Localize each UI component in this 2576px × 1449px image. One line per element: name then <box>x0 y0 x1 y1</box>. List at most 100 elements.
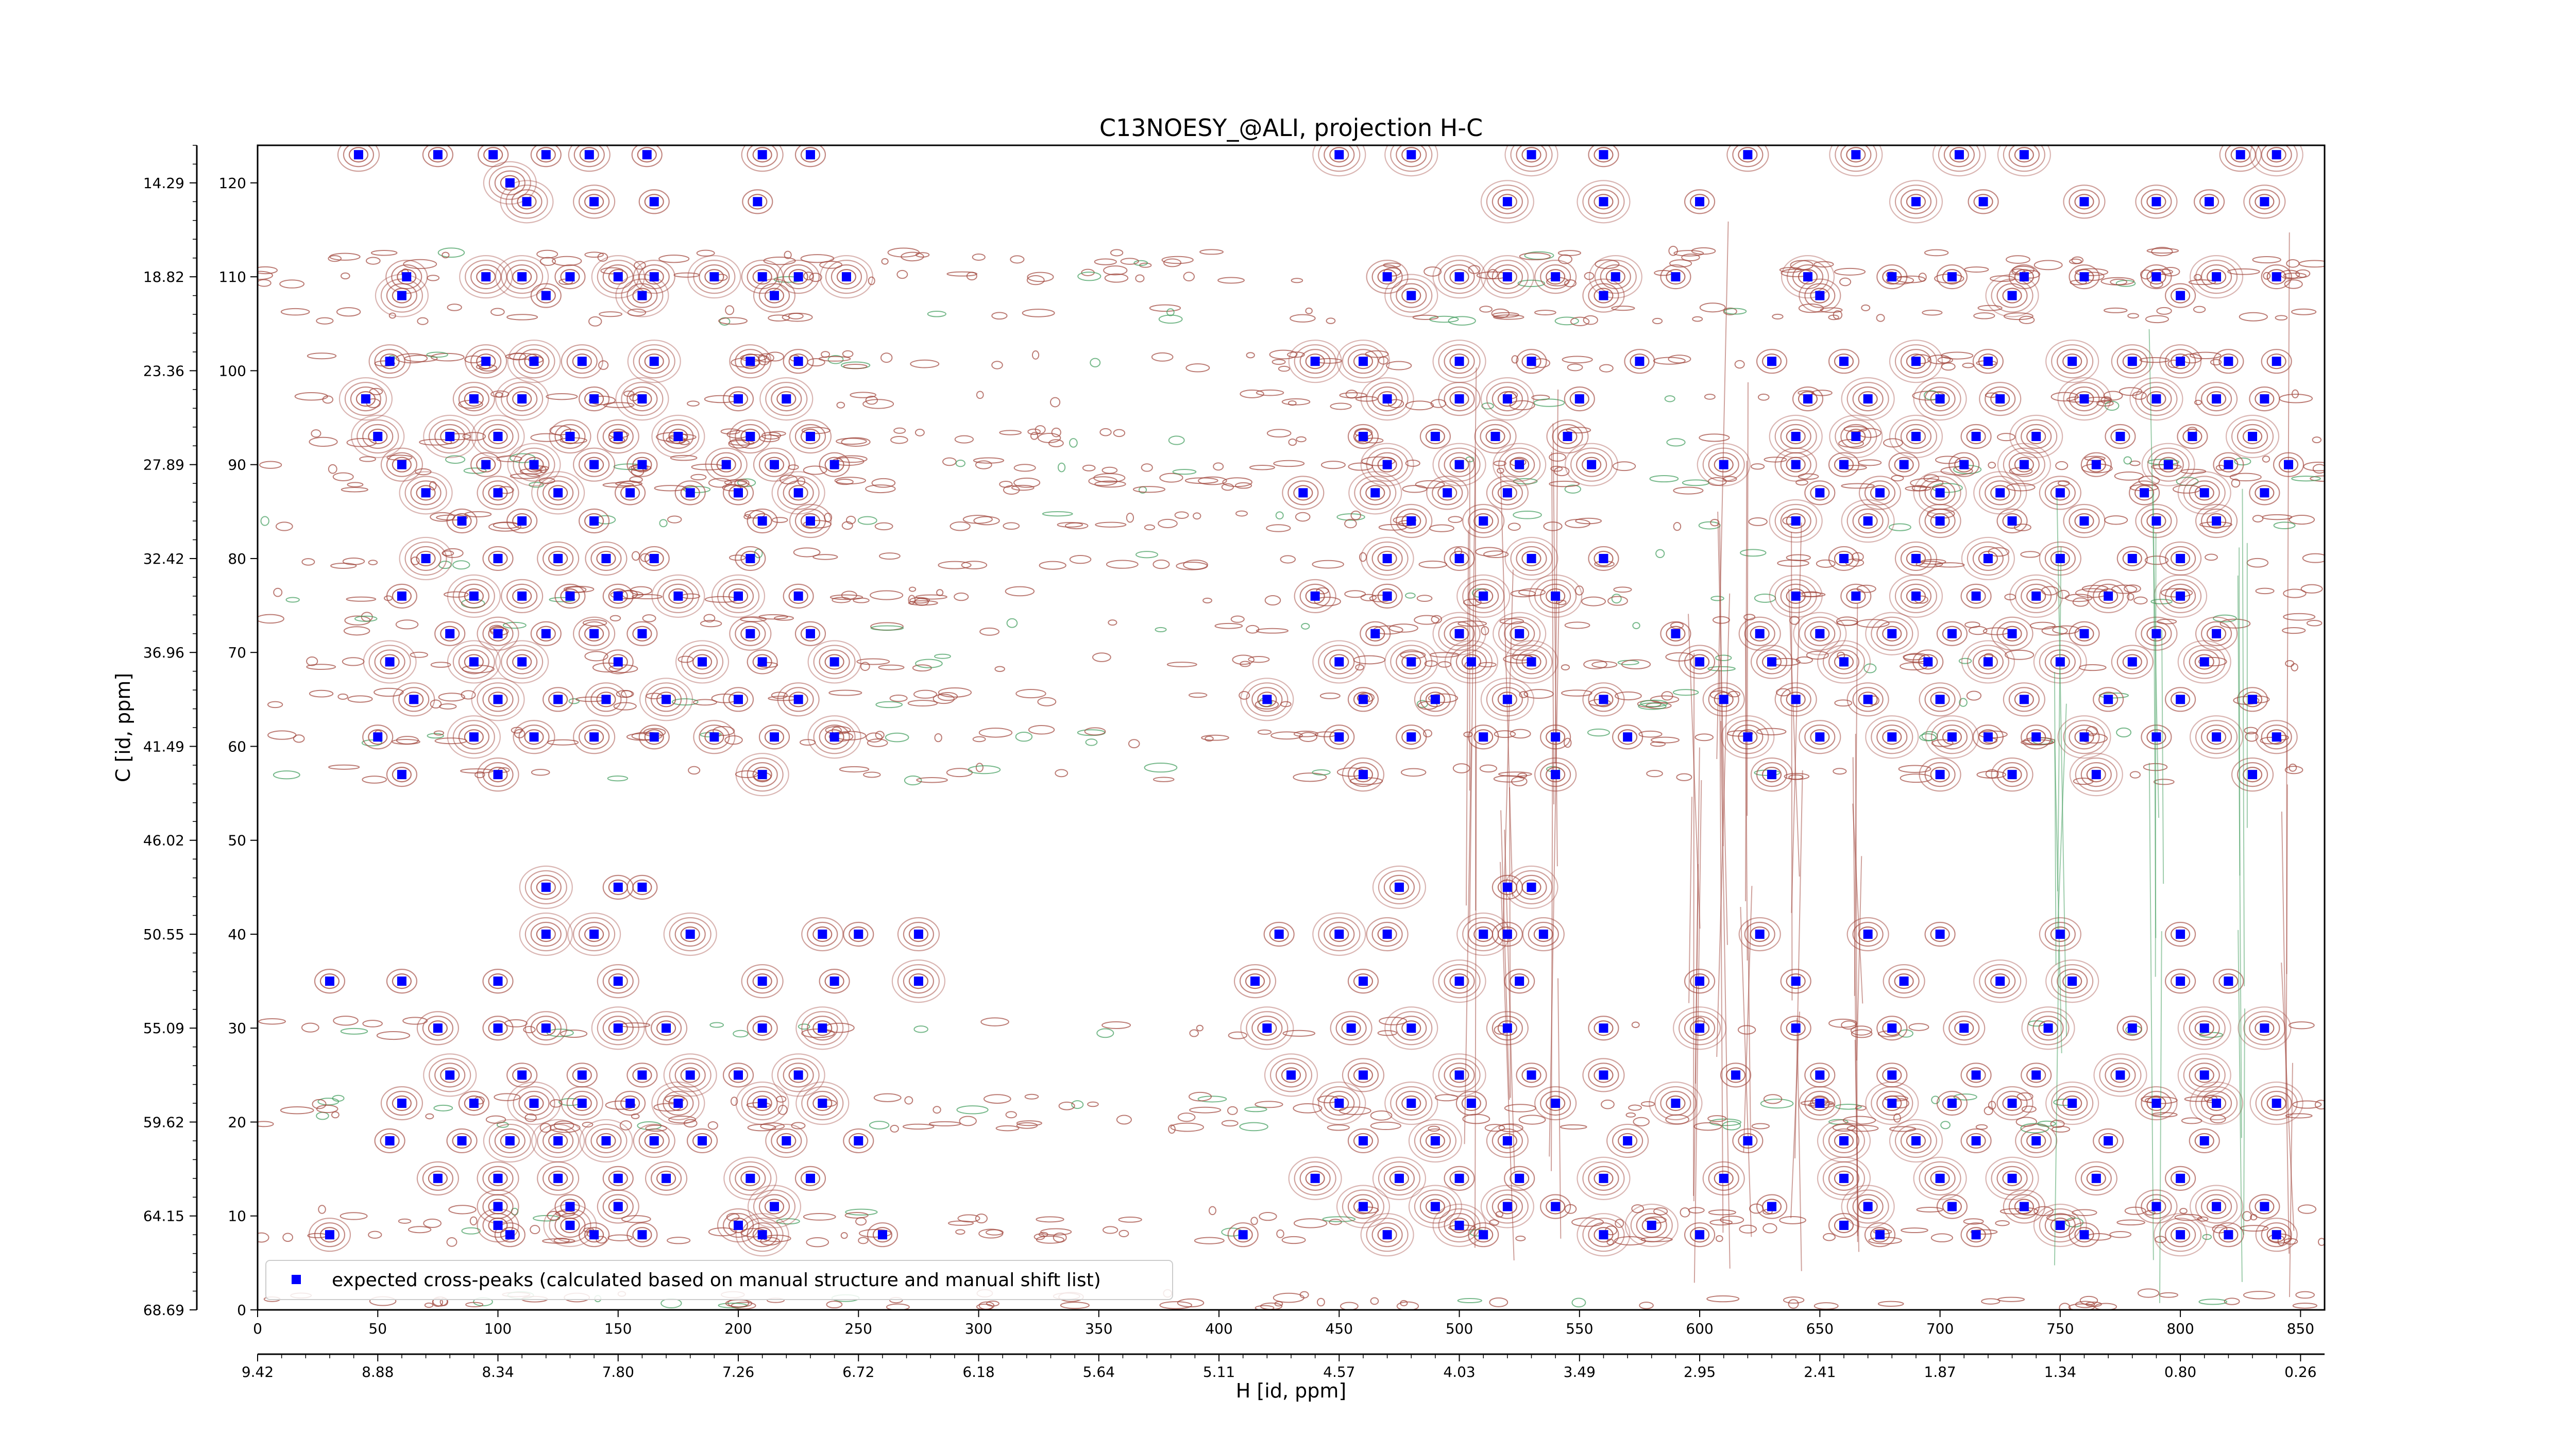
cross-peak-point <box>493 1220 503 1230</box>
contour-streak <box>1638 730 1663 738</box>
contour-ring <box>2164 583 2196 609</box>
contour-streak <box>667 515 682 524</box>
contour-ring <box>380 278 423 313</box>
contour-ring <box>1919 1161 1961 1195</box>
contour-ring <box>1486 260 1529 294</box>
x-index-tick-label: 650 <box>1806 1320 1834 1337</box>
contour-ring <box>483 161 537 205</box>
contour-ring <box>368 344 411 379</box>
contour-ring <box>337 145 380 172</box>
contour-ring <box>1799 616 1841 651</box>
cross-peak-point <box>2104 1136 2113 1145</box>
contour-streak <box>1163 258 1182 267</box>
cross-peak-point <box>1454 272 1464 282</box>
contour-ring <box>903 921 935 947</box>
contour-streak <box>1709 1118 1742 1126</box>
cross-peak-point <box>2055 553 2065 563</box>
contour-streak <box>791 1122 806 1130</box>
contour-ring <box>621 381 664 416</box>
contour-ring <box>1990 485 2010 501</box>
contour-ring <box>2057 968 2088 994</box>
contour-ring <box>1750 626 1770 642</box>
contour-ring <box>735 546 766 571</box>
contour-ring <box>1605 269 1625 285</box>
contour-ring <box>1846 147 1866 163</box>
contour-ring <box>1799 720 1841 754</box>
cross-peak-point <box>1358 1202 1368 1211</box>
contour-ring <box>1924 762 1956 787</box>
contour-streak <box>1615 1219 1624 1228</box>
contour-ring <box>711 574 766 618</box>
contour-streak <box>1517 279 1546 288</box>
contour-streak <box>430 662 451 668</box>
contour-ring <box>1882 626 1902 642</box>
cross-peak-point <box>2272 150 2281 160</box>
contour-streak <box>1222 477 1252 487</box>
cross-peak-point <box>1454 1220 1464 1230</box>
cross-peak-point <box>2199 1023 2209 1033</box>
cross-peak-point <box>2127 553 2137 563</box>
cross-peak-point <box>493 1023 503 1033</box>
contour-ring <box>1438 447 1481 482</box>
contour-ring <box>568 145 611 172</box>
contour-ring <box>488 485 508 501</box>
contour-ring <box>482 480 514 506</box>
contour-ring <box>1870 1227 1890 1243</box>
contour-streak <box>506 314 538 321</box>
contour-ring <box>458 649 489 675</box>
contour-streak <box>909 597 930 604</box>
contour-ring <box>554 424 586 449</box>
contour-ring <box>506 649 538 675</box>
contour-streak <box>1414 615 1440 625</box>
contour-ring <box>573 917 616 952</box>
contour-ring <box>1534 1086 1577 1121</box>
contour-ring <box>1786 692 1806 707</box>
contour-ring <box>2243 184 2286 219</box>
cross-peak-point <box>1490 432 1500 441</box>
contour-ring <box>2003 682 2045 717</box>
contour-streak <box>2286 259 2300 268</box>
contour-ring <box>656 1020 676 1036</box>
contour-ring <box>524 1095 544 1111</box>
contour-ring <box>1967 645 2009 679</box>
contour-streak <box>1296 436 1307 443</box>
x-index-tick-label: 250 <box>845 1320 872 1337</box>
cross-peak-point <box>673 591 683 601</box>
contour-ring <box>740 353 760 369</box>
cross-peak-point <box>2176 357 2185 366</box>
y-index-tick-label: 0 <box>237 1302 246 1319</box>
contour-streak <box>630 586 653 595</box>
contour-ring <box>626 386 658 412</box>
contour-ring <box>560 1217 580 1234</box>
contour-ring <box>753 1189 796 1224</box>
contour-ring <box>614 1090 646 1116</box>
contour-ring <box>1401 1095 1421 1111</box>
contour-ring <box>482 424 514 449</box>
contour-ring <box>579 1119 633 1163</box>
contour-ring <box>1516 145 1547 167</box>
contour-streak <box>1428 1125 1440 1132</box>
contour-streak <box>658 255 690 263</box>
contour-ring <box>1371 583 1403 609</box>
contour-ring <box>626 1222 658 1248</box>
contour-ring <box>626 874 658 900</box>
contour-streak <box>868 276 875 285</box>
contour-ring <box>2158 457 2178 473</box>
cross-peak-point <box>1286 1070 1296 1080</box>
cross-peak-point <box>385 357 395 366</box>
contour-ring <box>1666 1095 1686 1111</box>
cross-peak-point <box>745 1173 755 1183</box>
contour-ring <box>2099 1058 2142 1092</box>
cross-peak-point <box>757 1230 767 1240</box>
contour-ring <box>1366 381 1409 416</box>
contour-ring <box>530 921 562 947</box>
contour-ring <box>597 964 639 999</box>
cross-peak-point <box>1983 657 1993 667</box>
contour-streak <box>1457 1298 1482 1304</box>
contour-streak <box>1570 316 1590 327</box>
cross-peak-point <box>1382 1230 1392 1240</box>
contour-ring <box>2164 921 2196 947</box>
contour-streak <box>1255 1305 1275 1310</box>
contour-ring <box>2164 283 2196 308</box>
contour-ring <box>741 1218 784 1252</box>
